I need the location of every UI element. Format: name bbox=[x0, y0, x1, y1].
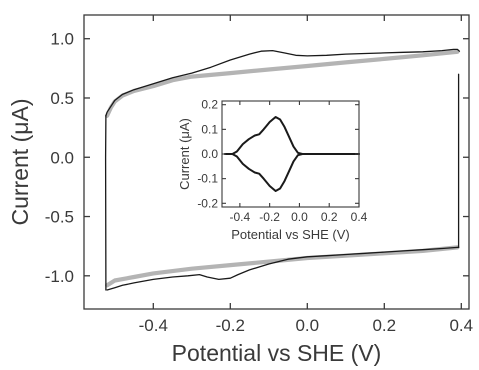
main-x-tick-label: 0.2 bbox=[372, 316, 396, 335]
main-series-2-segment-2 bbox=[106, 246, 460, 291]
main-y-tick-label: 1.0 bbox=[50, 30, 74, 49]
main-x-tick-label: -0.4 bbox=[139, 316, 168, 335]
inset-x-axis-title: Potential vs SHE (V) bbox=[231, 227, 350, 242]
inset-y-axis-title: Current (μA) bbox=[177, 118, 192, 190]
main-y-axis-title: Current (μA) bbox=[7, 99, 33, 226]
inset-y-tick-label: -0.2 bbox=[197, 196, 218, 210]
main-y-tick-label: 0.0 bbox=[50, 148, 74, 167]
inset-plot: -0.4 -0.2 0.0 0.2 0.4 -0.2 -0.1 0.0 0.1 0.2 Potent… bbox=[177, 98, 368, 242]
main-frame bbox=[83, 14, 470, 310]
main-x-axis-title: Potential vs SHE (V) bbox=[172, 340, 382, 366]
inset-y-tick-label: -0.1 bbox=[197, 172, 218, 186]
main-x-tick-label: -0.2 bbox=[216, 316, 245, 335]
inset-y-tick-label: 0.0 bbox=[201, 147, 218, 161]
main-series-2-segment-1 bbox=[105, 48, 461, 117]
main-y-tick-label: 0.5 bbox=[50, 89, 74, 108]
inset-y-tick-label: 0.2 bbox=[201, 98, 218, 112]
main-x-tick-label: 0.4 bbox=[449, 316, 473, 335]
inset-x-tick-label: 0.2 bbox=[321, 210, 338, 224]
inset-x-tick-label: -0.2 bbox=[259, 210, 280, 224]
main-x-tick-label: 0.0 bbox=[295, 316, 319, 335]
inset-series-1-segment-2 bbox=[224, 153, 360, 192]
main-series-1-segment-2 bbox=[105, 245, 460, 288]
main-series-1-segment-1 bbox=[105, 49, 460, 118]
inset-x-tick-label: -0.4 bbox=[230, 210, 251, 224]
inset-x-tick-label: 0.4 bbox=[351, 210, 368, 224]
main-y-tick-label: -0.5 bbox=[45, 208, 74, 227]
main-y-tick-label: -1.0 bbox=[45, 267, 74, 286]
inset-series-1-segment-1 bbox=[224, 116, 360, 155]
inset-x-tick-label: 0.0 bbox=[291, 210, 308, 224]
main-plot: -0.4 -0.2 0.0 0.2 0.4 -1.0 -0.5 0.0 0.5 1.0 Potent… bbox=[7, 14, 473, 366]
inset-y-tick-label: 0.1 bbox=[201, 122, 218, 136]
